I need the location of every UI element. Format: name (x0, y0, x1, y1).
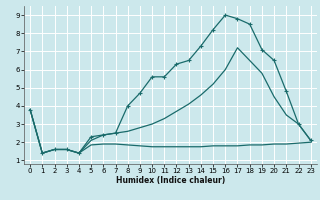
X-axis label: Humidex (Indice chaleur): Humidex (Indice chaleur) (116, 176, 225, 185)
